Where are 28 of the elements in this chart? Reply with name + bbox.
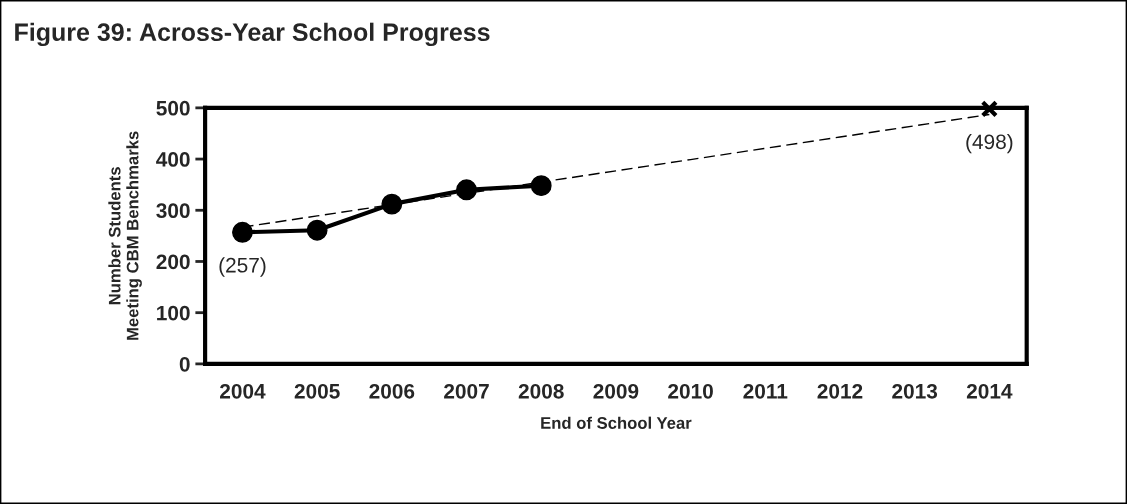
x-tick-label: 2013 [892,383,938,399]
data-label: (257) [219,257,266,277]
point [980,100,999,118]
x-tick-label: 2008 [518,383,564,399]
point [232,221,253,243]
x-tick-label: 2004 [220,383,266,399]
x-tick-label: 2009 [593,383,639,399]
y-tick-label: 300 [156,203,190,219]
y-tick-label: 400 [156,152,190,167]
x-tick-label: 2007 [444,383,489,399]
point [530,175,552,197]
x-tick-label: 2005 [294,383,340,399]
x-axis-title: End of School Year [541,416,692,429]
y-tick-label: 200 [156,254,190,270]
x-tick-label: 2012 [817,383,863,399]
y-axis-title: Number Students Meeting CBM Benchmarks [108,131,142,340]
y-tick-label: 100 [157,305,190,321]
point [456,179,477,201]
y-tick-label: 0 [179,356,190,372]
x-tick-label: 2010 [668,383,713,399]
point [381,193,403,215]
chart-title: Figure 39: Across-Year School Progress [15,22,490,47]
x-tick-label: 2014 [966,383,1013,399]
data-label: (498) [966,133,1013,154]
y-tick-label: 500 [156,100,190,116]
x-tick-label: 2011 [743,383,788,399]
x-tick-label: 2006 [369,383,415,399]
point [306,219,328,241]
